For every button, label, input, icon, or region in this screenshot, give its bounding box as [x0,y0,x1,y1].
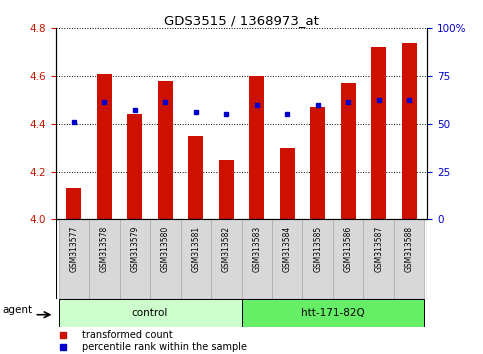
Title: GDS3515 / 1368973_at: GDS3515 / 1368973_at [164,14,319,27]
Bar [66,188,82,219]
Text: GSM313580: GSM313580 [161,226,170,272]
Text: GSM313584: GSM313584 [283,226,292,272]
Bar [127,114,142,219]
Bar [302,219,333,299]
Text: percentile rank within the sample: percentile rank within the sample [82,342,247,352]
Bar [280,148,295,219]
Bar [157,81,173,219]
Text: GSM313587: GSM313587 [374,226,383,272]
Bar [394,219,425,299]
Bar [333,219,363,299]
Bar [242,299,425,327]
Bar [219,160,234,219]
Bar [341,83,356,219]
Bar [181,219,211,299]
Bar [371,47,386,219]
Text: transformed count: transformed count [82,330,172,340]
Bar [363,219,394,299]
Text: GSM313588: GSM313588 [405,226,413,272]
Bar [242,219,272,299]
Text: GSM313583: GSM313583 [252,226,261,272]
Bar [401,42,417,219]
Bar [58,299,242,327]
Text: GSM313585: GSM313585 [313,226,322,272]
Bar [310,107,326,219]
Text: GSM313581: GSM313581 [191,226,200,272]
Text: GSM313582: GSM313582 [222,226,231,272]
Bar [272,219,302,299]
Text: agent: agent [3,305,33,315]
Bar [150,219,181,299]
Bar [58,219,89,299]
Bar [249,76,264,219]
Text: GSM313586: GSM313586 [344,226,353,272]
Text: GSM313578: GSM313578 [100,226,109,272]
Bar [188,136,203,219]
Bar [97,74,112,219]
Text: control: control [132,308,168,318]
Bar [89,219,120,299]
Text: GSM313577: GSM313577 [70,226,78,272]
Bar [120,219,150,299]
Text: htt-171-82Q: htt-171-82Q [301,308,365,318]
Bar [211,219,242,299]
Text: GSM313579: GSM313579 [130,226,139,272]
